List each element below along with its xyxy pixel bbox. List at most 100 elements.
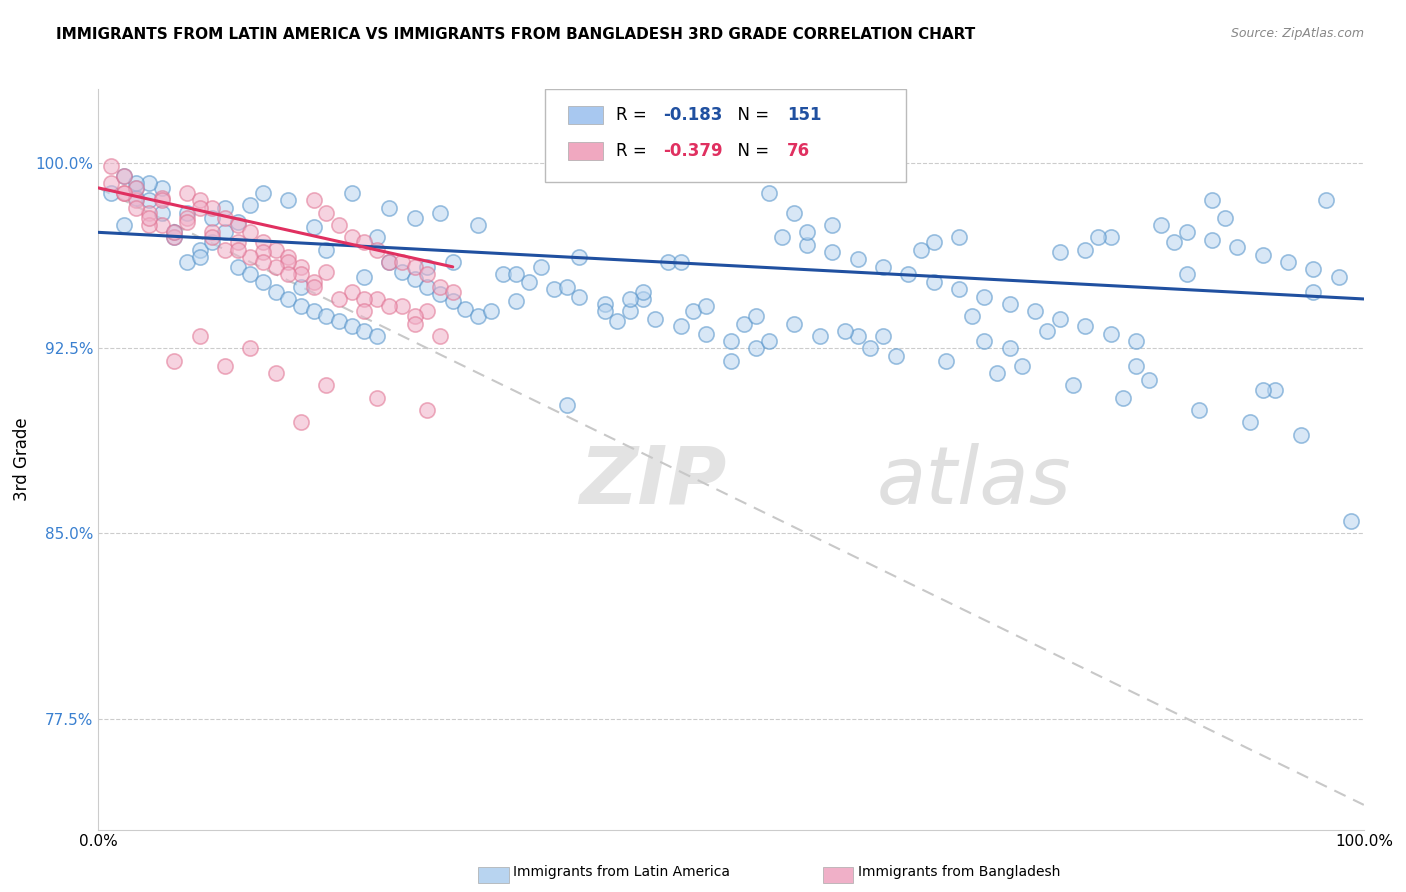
Point [100, 159, 122, 173]
Point [315, 243, 337, 257]
Point [1062, 378, 1084, 392]
Point [315, 265, 337, 279]
Text: IMMIGRANTS FROM LATIN AMERICA VS IMMIGRANTS FROM BANGLADESH 3RD GRADE CORRELATIO: IMMIGRANTS FROM LATIN AMERICA VS IMMIGRA… [56, 27, 976, 42]
Point [416, 260, 439, 274]
Point [1251, 247, 1274, 261]
Point [252, 186, 274, 200]
Point [1150, 218, 1173, 232]
Point [340, 319, 363, 334]
Point [644, 311, 666, 326]
Point [492, 268, 515, 282]
Point [935, 353, 957, 368]
Point [1175, 225, 1198, 239]
Point [555, 279, 578, 293]
Point [264, 243, 287, 257]
Y-axis label: 3rd Grade: 3rd Grade [13, 417, 31, 501]
Point [353, 235, 375, 250]
Point [986, 366, 1008, 380]
Point [1011, 359, 1033, 373]
Point [125, 201, 148, 215]
Point [378, 255, 401, 269]
Point [100, 186, 122, 200]
Point [1188, 403, 1211, 417]
Point [859, 341, 882, 355]
Point [112, 218, 135, 232]
Point [264, 260, 287, 274]
Point [290, 279, 312, 293]
Point [214, 359, 236, 373]
Text: N =: N = [727, 142, 775, 160]
Point [922, 275, 945, 289]
Point [163, 225, 186, 239]
Text: 151: 151 [787, 106, 821, 124]
Point [391, 255, 413, 269]
Point [593, 304, 616, 318]
Point [884, 349, 907, 363]
Point [948, 230, 970, 244]
Point [150, 191, 173, 205]
Point [302, 193, 325, 207]
Point [404, 211, 426, 225]
Point [112, 169, 135, 183]
Point [226, 235, 249, 250]
Point [315, 378, 337, 392]
Point [682, 304, 704, 318]
Point [277, 193, 299, 207]
Point [1125, 334, 1147, 348]
Point [720, 353, 742, 368]
Point [138, 193, 160, 207]
Point [429, 287, 451, 301]
Point [125, 181, 148, 195]
Point [163, 353, 186, 368]
Point [277, 268, 299, 282]
Point [619, 292, 641, 306]
Point [290, 415, 312, 429]
Point [315, 205, 337, 219]
Point [188, 329, 211, 343]
Point [796, 237, 818, 252]
Point [125, 181, 148, 195]
Point [252, 235, 274, 250]
Point [277, 250, 299, 264]
Point [214, 211, 236, 225]
Point [745, 341, 768, 355]
Point [176, 255, 198, 269]
Point [125, 176, 148, 190]
Point [239, 341, 262, 355]
Point [277, 255, 299, 269]
Point [669, 255, 692, 269]
Point [416, 279, 439, 293]
Point [441, 285, 464, 299]
Point [1277, 255, 1299, 269]
Point [872, 329, 894, 343]
Point [378, 201, 401, 215]
Point [112, 169, 135, 183]
Point [125, 193, 148, 207]
Point [366, 292, 388, 306]
Point [720, 334, 742, 348]
Point [1125, 359, 1147, 373]
Point [1201, 193, 1223, 207]
Point [302, 304, 325, 318]
Point [454, 301, 477, 316]
Point [973, 334, 995, 348]
Point [328, 314, 350, 328]
Point [150, 205, 173, 219]
FancyBboxPatch shape [568, 106, 603, 124]
Point [479, 304, 502, 318]
Point [176, 211, 198, 225]
Point [758, 334, 780, 348]
Point [302, 220, 325, 235]
Point [366, 391, 388, 405]
Point [416, 304, 439, 318]
Point [1099, 230, 1122, 244]
Point [188, 243, 211, 257]
Point [404, 260, 426, 274]
Point [657, 255, 679, 269]
Point [188, 201, 211, 215]
Point [555, 398, 578, 412]
Point [214, 201, 236, 215]
Text: N =: N = [727, 106, 775, 124]
Point [252, 275, 274, 289]
Point [201, 211, 224, 225]
